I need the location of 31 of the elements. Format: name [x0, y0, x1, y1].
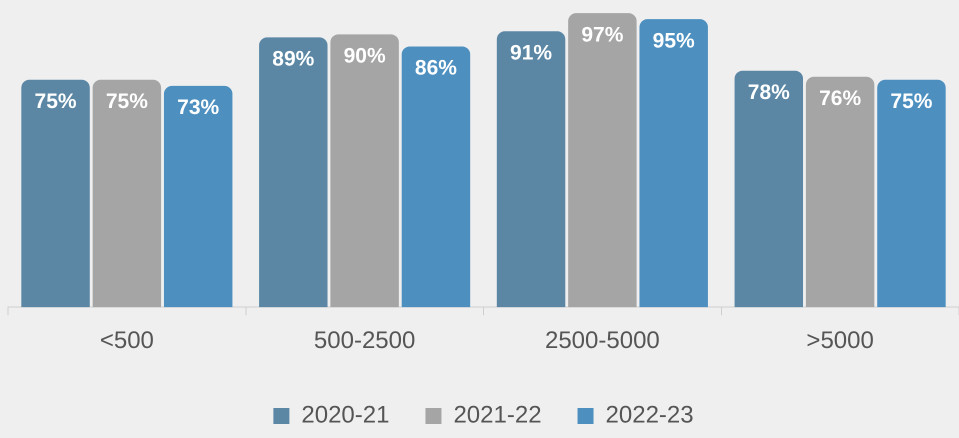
data-label: 75% [34, 90, 77, 114]
data-label: 75% [890, 90, 933, 114]
x-tick-label: 2500-5000 [544, 327, 660, 354]
x-tick-label: >5000 [806, 327, 874, 354]
bar [92, 80, 162, 308]
data-label: 90% [344, 44, 386, 68]
bar [568, 13, 637, 308]
data-label: 97% [581, 23, 624, 46]
x-tick-label: 500-2500 [314, 327, 416, 354]
bar [164, 86, 232, 308]
data-label: 78% [748, 81, 790, 104]
data-label: 89% [272, 48, 315, 71]
data-label: 86% [414, 56, 458, 80]
bar [330, 34, 399, 308]
bar [806, 76, 874, 308]
data-label: 95% [652, 29, 696, 52]
data-label: 76% [819, 87, 862, 110]
x-tick-label: <500 [100, 327, 154, 354]
bar [877, 80, 946, 308]
data-label: 91% [510, 42, 552, 65]
bar [259, 37, 328, 308]
bar [496, 31, 566, 308]
bar [402, 46, 470, 308]
bar [734, 70, 804, 308]
data-label: 75% [106, 90, 148, 114]
bar [21, 80, 90, 308]
bar [639, 19, 708, 308]
data-label: 73% [177, 96, 220, 120]
legend-label: 2021-22 [453, 402, 542, 429]
legend-label: 2020-21 [301, 402, 390, 429]
legend-label: 2022-23 [606, 402, 694, 429]
